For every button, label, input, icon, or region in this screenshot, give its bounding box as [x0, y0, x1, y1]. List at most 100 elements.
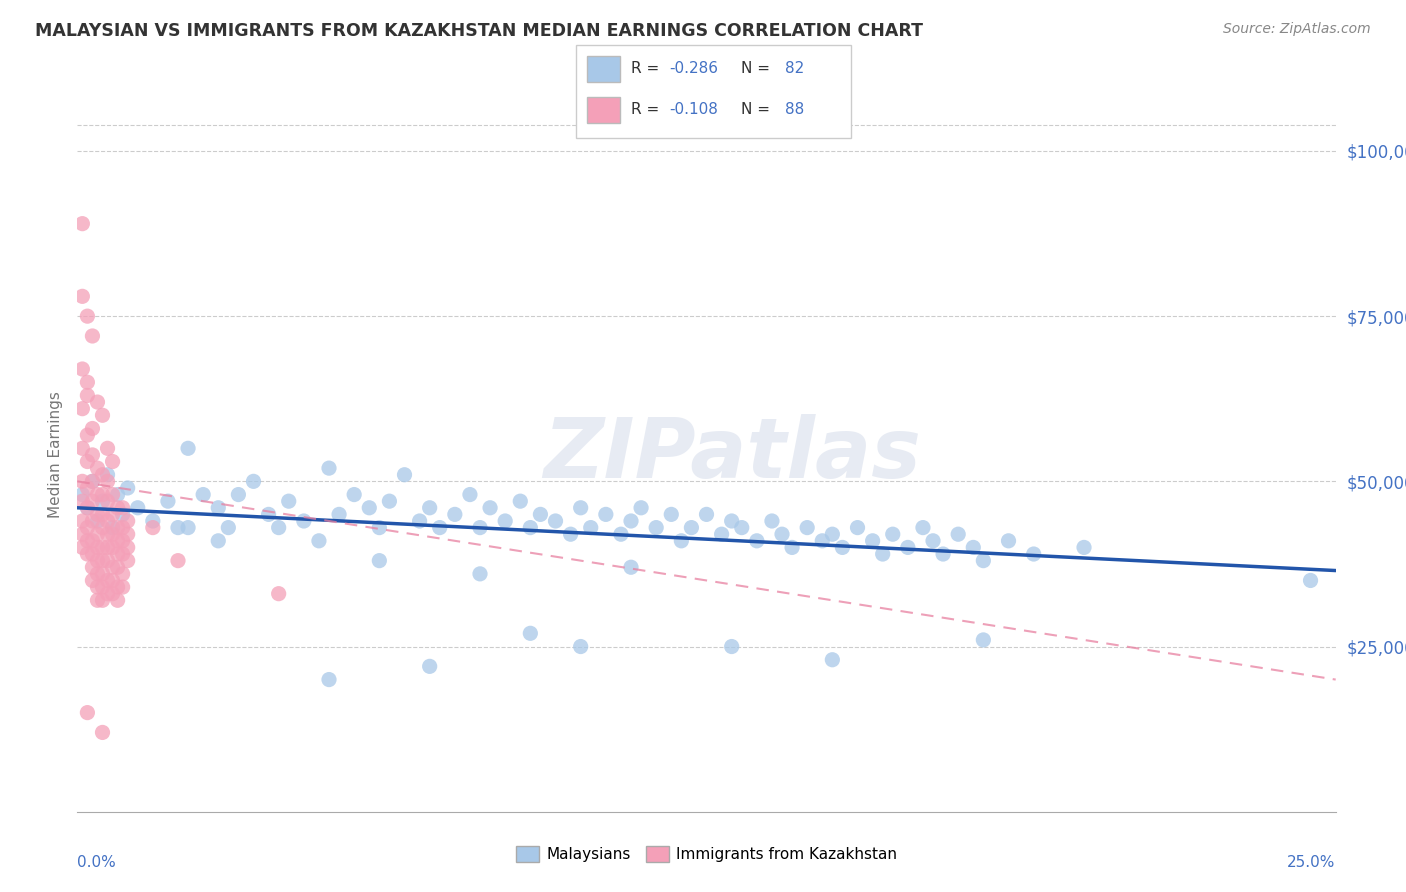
- Text: N =: N =: [741, 61, 775, 76]
- Point: [479, 500, 502, 515]
- Point: [101, 541, 124, 555]
- Point: [378, 494, 401, 508]
- Point: [107, 580, 129, 594]
- Point: [720, 640, 742, 654]
- Point: [72, 475, 94, 489]
- Point: [343, 487, 366, 501]
- Text: 88: 88: [785, 103, 804, 117]
- Point: [107, 593, 129, 607]
- Point: [720, 514, 742, 528]
- Point: [731, 520, 754, 534]
- Point: [681, 520, 703, 534]
- Point: [519, 520, 541, 534]
- Point: [82, 574, 104, 588]
- Point: [86, 593, 108, 607]
- Point: [86, 566, 108, 581]
- Point: [645, 520, 668, 534]
- Point: [72, 487, 94, 501]
- Point: [796, 520, 818, 534]
- Point: [111, 566, 134, 581]
- Point: [620, 560, 643, 574]
- Point: [76, 533, 98, 548]
- Point: [91, 566, 114, 581]
- Point: [529, 508, 551, 522]
- Point: [86, 554, 108, 568]
- Point: [107, 487, 129, 501]
- Point: [76, 481, 98, 495]
- Point: [96, 554, 118, 568]
- Point: [117, 541, 139, 555]
- Point: [82, 448, 104, 462]
- Point: [72, 401, 94, 416]
- Point: [429, 520, 451, 534]
- Point: [821, 527, 844, 541]
- Point: [671, 533, 693, 548]
- Point: [111, 580, 134, 594]
- Point: [569, 640, 592, 654]
- Point: [72, 362, 94, 376]
- Point: [86, 395, 108, 409]
- Point: [82, 533, 104, 548]
- Point: [91, 725, 114, 739]
- Point: [117, 514, 139, 528]
- Point: [207, 533, 229, 548]
- Point: [91, 508, 114, 522]
- Point: [156, 494, 179, 508]
- Point: [91, 409, 114, 423]
- Point: [862, 533, 884, 548]
- Point: [96, 475, 118, 489]
- Point: [932, 547, 955, 561]
- Point: [458, 487, 481, 501]
- Point: [177, 442, 200, 456]
- Point: [419, 659, 441, 673]
- Text: Source: ZipAtlas.com: Source: ZipAtlas.com: [1223, 22, 1371, 37]
- Point: [91, 554, 114, 568]
- Point: [292, 514, 315, 528]
- Point: [368, 520, 391, 534]
- Point: [1299, 574, 1322, 588]
- Point: [107, 500, 129, 515]
- Point: [242, 475, 264, 489]
- Point: [911, 520, 934, 534]
- Point: [76, 376, 98, 390]
- Point: [91, 487, 114, 501]
- Text: 0.0%: 0.0%: [77, 855, 117, 870]
- Point: [111, 508, 134, 522]
- Point: [468, 566, 491, 581]
- Point: [745, 533, 768, 548]
- Point: [101, 520, 124, 534]
- Point: [620, 514, 643, 528]
- Point: [82, 547, 104, 561]
- Point: [419, 500, 441, 515]
- Point: [1022, 547, 1045, 561]
- Point: [72, 442, 94, 456]
- Point: [76, 520, 98, 534]
- Point: [177, 520, 200, 534]
- Point: [96, 467, 118, 482]
- Point: [696, 508, 718, 522]
- Point: [96, 541, 118, 555]
- Point: [308, 533, 330, 548]
- Point: [811, 533, 834, 548]
- Point: [872, 547, 894, 561]
- Point: [318, 461, 340, 475]
- Point: [91, 541, 114, 555]
- Point: [72, 514, 94, 528]
- Point: [82, 421, 104, 435]
- Point: [86, 514, 108, 528]
- Point: [86, 541, 108, 555]
- Point: [579, 520, 602, 534]
- Point: [76, 428, 98, 442]
- Point: [257, 508, 280, 522]
- Point: [318, 673, 340, 687]
- Point: [117, 554, 139, 568]
- Point: [76, 454, 98, 468]
- Point: [96, 587, 118, 601]
- Point: [277, 494, 299, 508]
- Point: [96, 527, 118, 541]
- Point: [228, 487, 250, 501]
- Point: [610, 527, 633, 541]
- Point: [328, 508, 350, 522]
- Text: 82: 82: [785, 61, 804, 76]
- Point: [359, 500, 381, 515]
